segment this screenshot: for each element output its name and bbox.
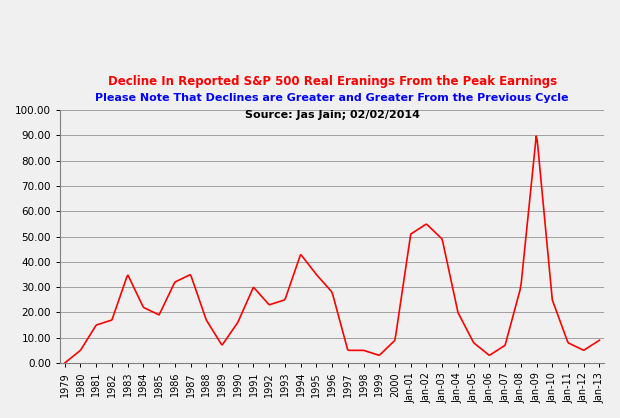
Text: Source: Jas Jain; 02/02/2014: Source: Jas Jain; 02/02/2014 xyxy=(245,110,420,120)
Text: Decline In Reported S&P 500 Real Eranings From the Peak Earnings: Decline In Reported S&P 500 Real Eraning… xyxy=(107,75,557,88)
Text: Please Note That Declines are Greater and Greater From the Previous Cycle: Please Note That Declines are Greater an… xyxy=(95,92,569,102)
